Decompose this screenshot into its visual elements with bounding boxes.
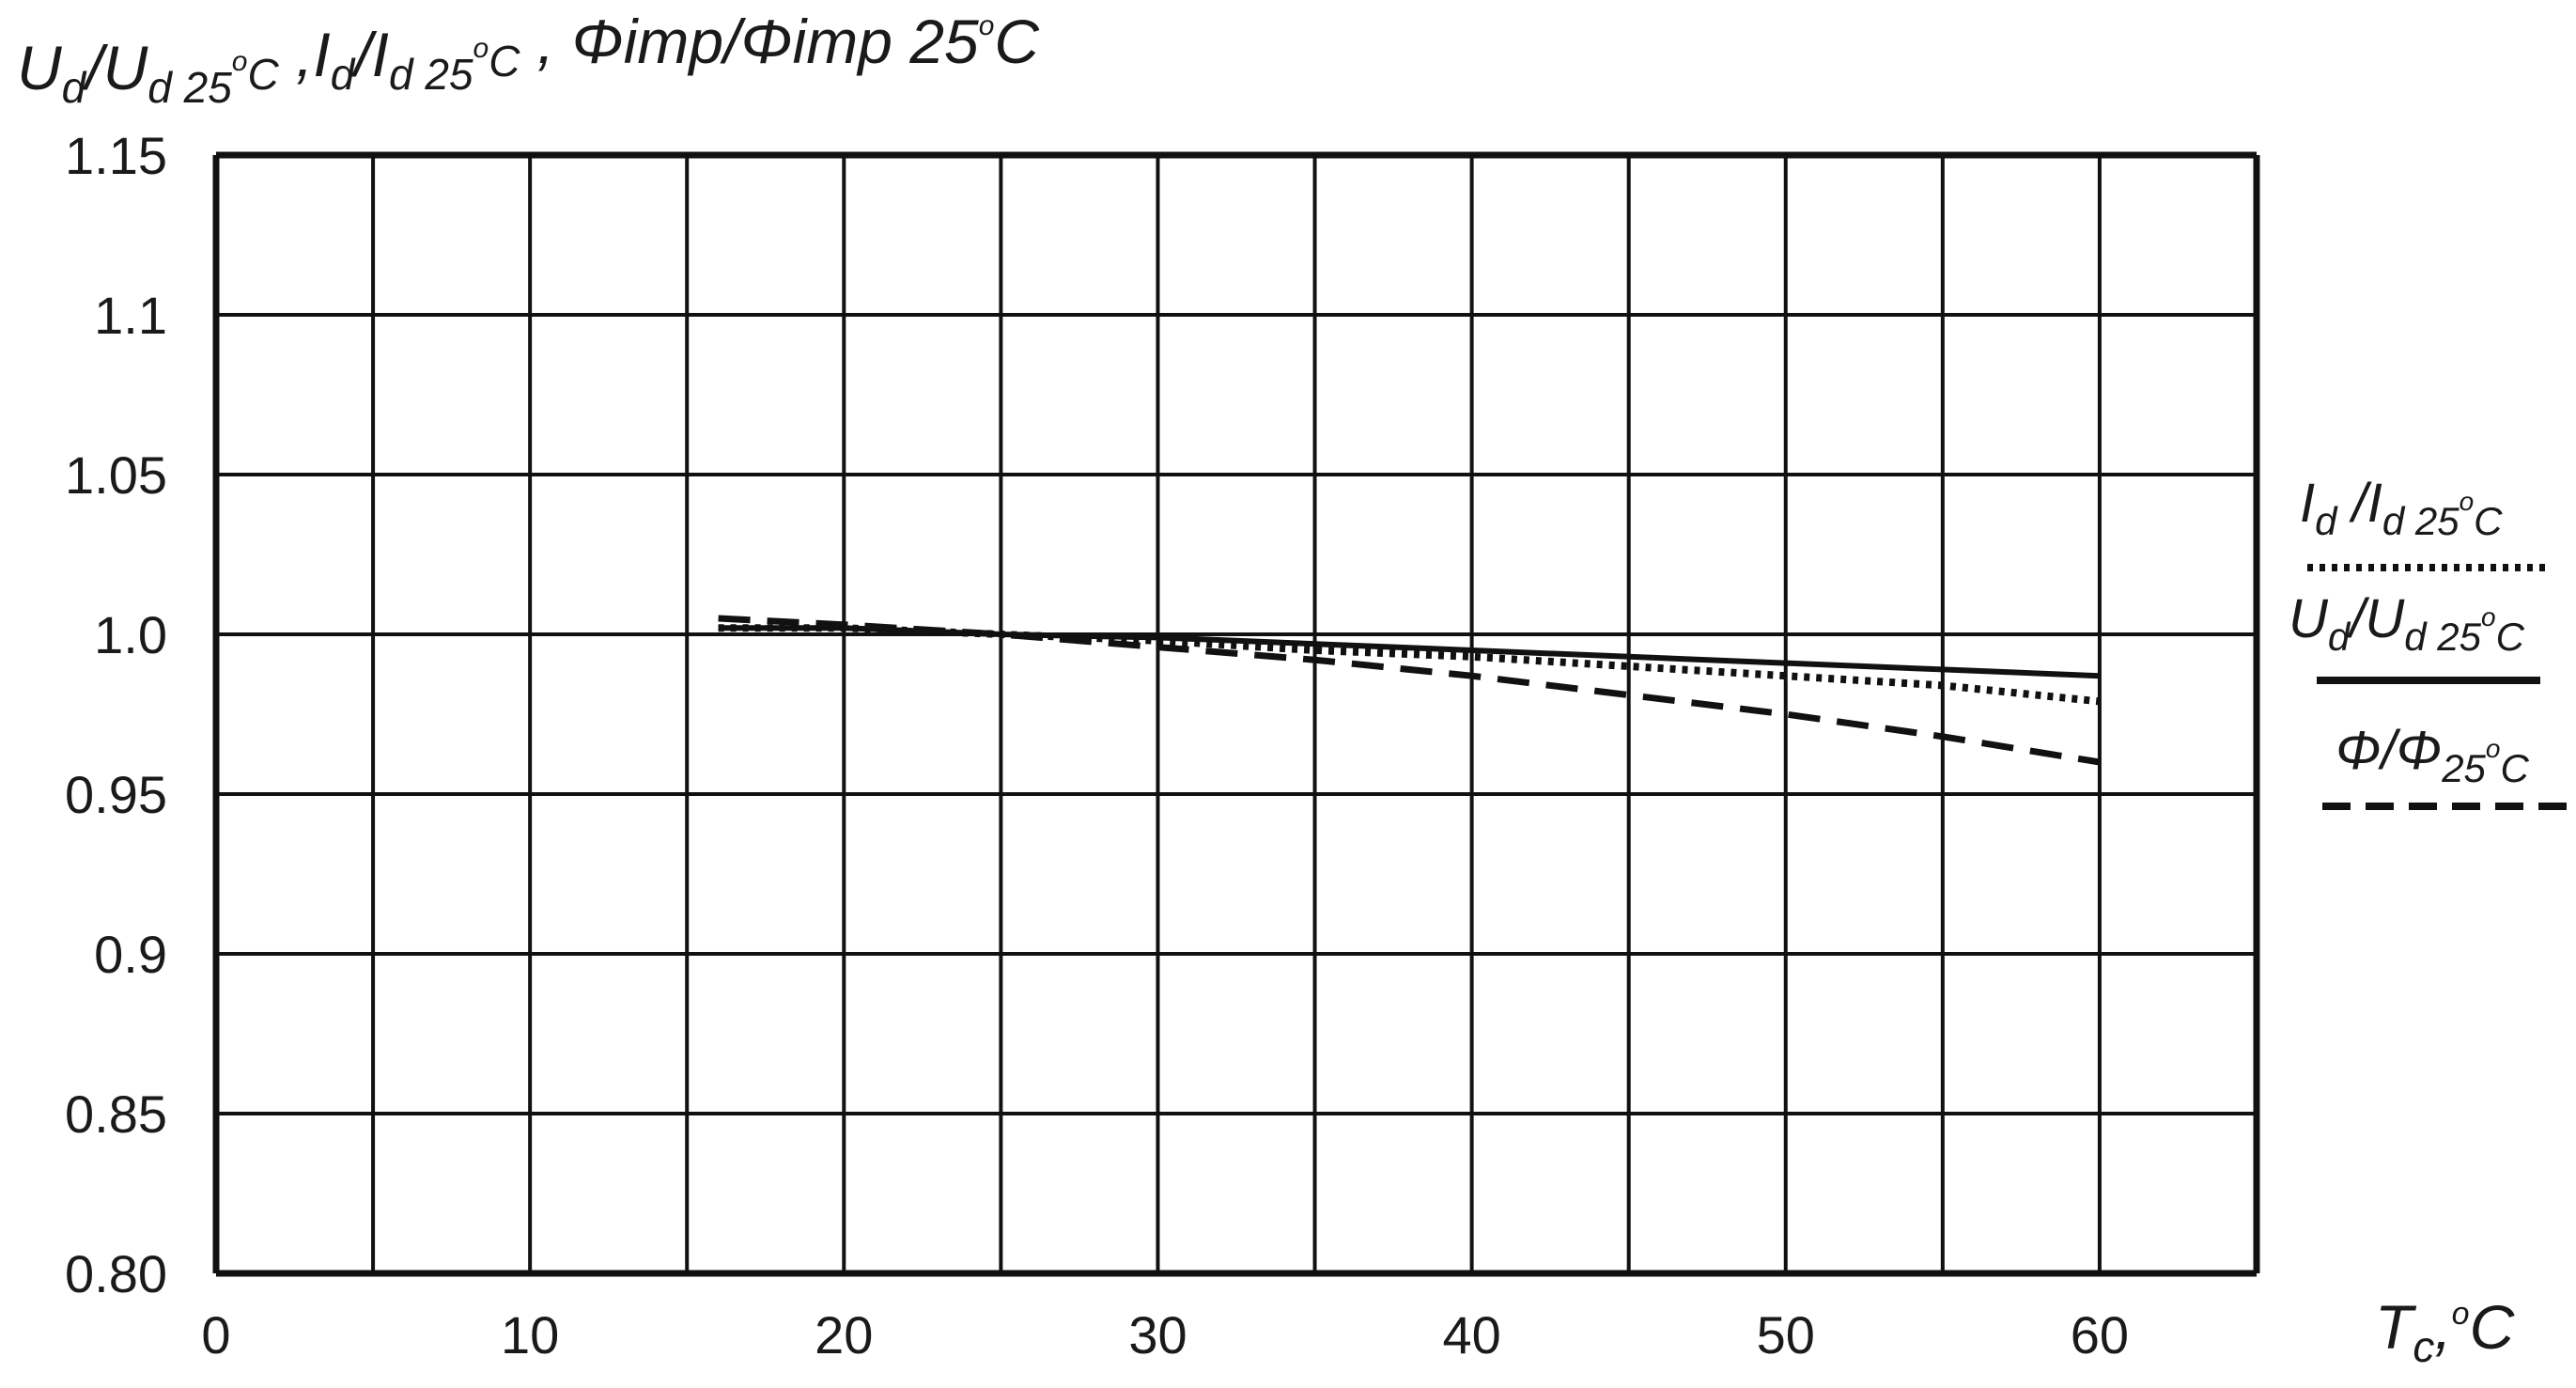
y-tick-label: 0.80 [65,1244,167,1303]
y-tick-label: 1.1 [94,286,167,345]
x-tick-label: 20 [815,1305,873,1365]
x-tick-labels: 0 10 20 30 40 50 60 [201,1305,2129,1365]
data-series [718,615,2101,766]
x-tick-label: 30 [1128,1305,1187,1365]
y-tick-labels: 0.80 0.85 0.9 0.95 1.0 1.05 1.1 1.15 [65,126,167,1303]
y-axis-title: Ud/Ud 25oC ,Id/Id 25oC , Φimp/Φimp 25oC [17,7,1040,112]
grid-lines [212,151,2260,1277]
x-axis-title: Tc,oC [2375,1292,2516,1371]
series-line-2 [718,615,2101,766]
series-line-0 [718,624,2101,706]
x-tick-label: 60 [2071,1305,2129,1365]
x-tick-label: 50 [1757,1305,1815,1365]
x-tick-label: 10 [501,1305,559,1365]
y-tick-label: 0.95 [65,765,167,824]
y-tick-label: 1.0 [94,605,167,664]
legend-label-phi: Φ/Φ25oC [2335,720,2530,790]
legend: Id /Id 25oC Ud/Ud 25oC Φ/Φ25oC [2289,473,2569,810]
x-tick-label: 40 [1442,1305,1500,1365]
legend-label-ud: Ud/Ud 25oC [2289,588,2525,659]
y-tick-label: 1.05 [65,445,167,505]
y-tick-label: 0.9 [94,925,167,984]
y-tick-label: 1.15 [65,126,167,185]
legend-label-id: Id /Id 25oC [2300,473,2503,543]
x-tick-label: 0 [201,1305,230,1365]
y-tick-label: 0.85 [65,1084,167,1144]
